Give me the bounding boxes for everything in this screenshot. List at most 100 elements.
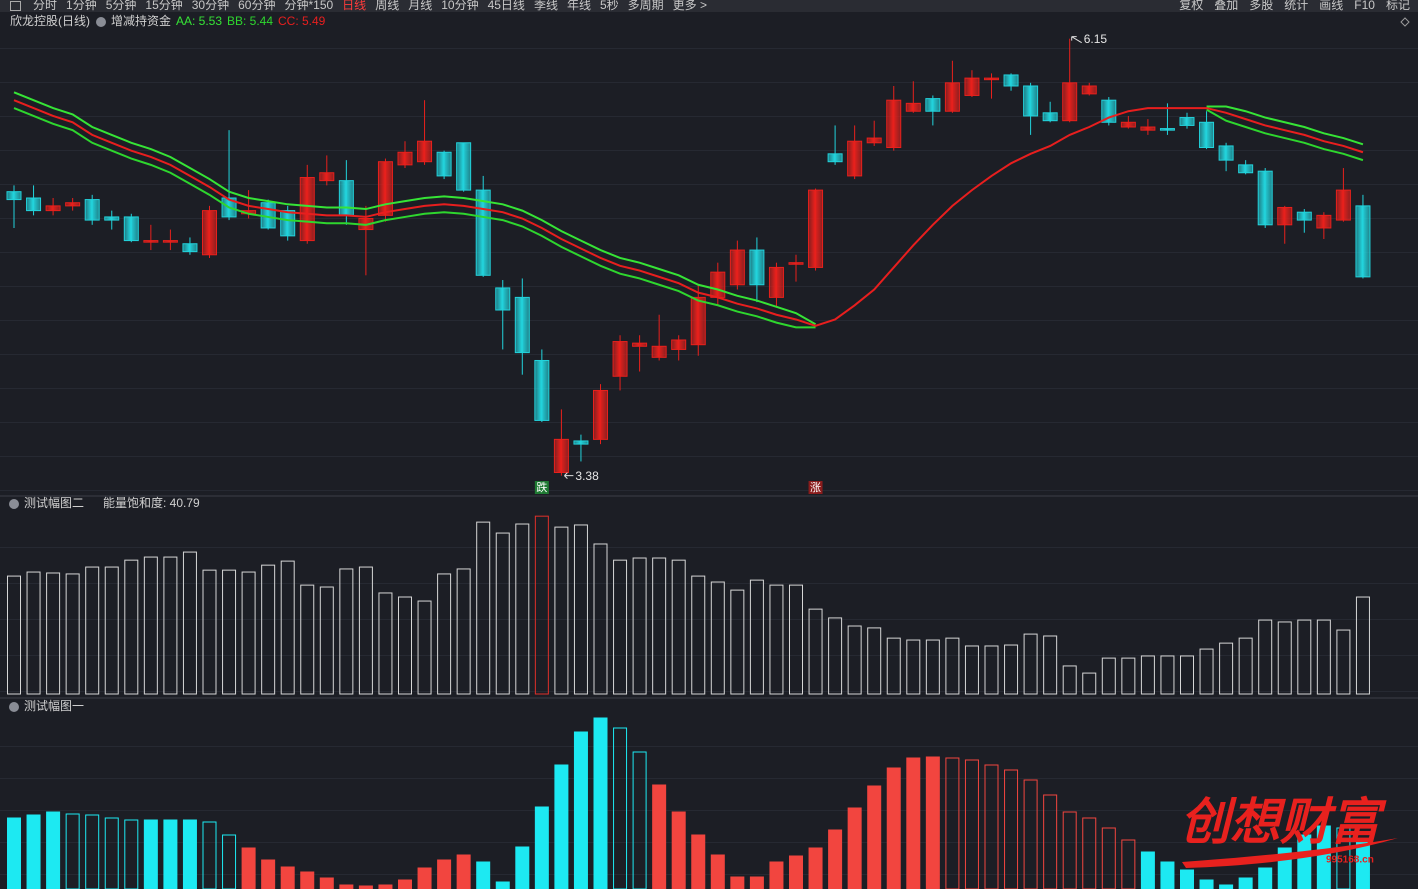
bar	[241, 571, 256, 695]
bar	[300, 584, 315, 695]
signal-box	[808, 481, 823, 494]
candle-body	[1296, 211, 1312, 221]
toolbar-tab[interactable]: 更多 >	[672, 0, 708, 12]
candle-body	[1277, 206, 1293, 226]
toolbar-tab[interactable]: 60分钟	[238, 0, 276, 12]
bar	[182, 819, 197, 889]
bar	[906, 757, 921, 889]
indicator-line	[13, 91, 1364, 326]
bar	[1297, 619, 1312, 695]
toolbar-tab[interactable]: 复权	[1179, 0, 1204, 12]
candle-body	[612, 341, 628, 377]
bar	[867, 627, 882, 695]
bar	[1043, 794, 1058, 889]
toolbar-tab[interactable]: 10分钟	[441, 0, 479, 12]
toolbar-tab[interactable]: 多周期	[627, 0, 664, 12]
toolbar-tab[interactable]: 月线	[408, 0, 433, 12]
bar	[26, 571, 41, 695]
candle-body	[26, 197, 42, 212]
bar	[358, 885, 373, 889]
bar	[1199, 648, 1214, 695]
bar	[593, 543, 608, 695]
bar	[984, 645, 999, 695]
collapse-icon[interactable]	[9, 702, 19, 712]
toolbar-tab[interactable]: 叠加	[1214, 0, 1239, 12]
panel-background	[0, 512, 1418, 694]
bar	[1004, 644, 1019, 695]
toolbar-tab[interactable]: 画线	[1319, 0, 1344, 12]
candle-body	[436, 151, 452, 177]
toolbar-tab[interactable]: 分钟*150	[284, 0, 334, 12]
toolbar-tab[interactable]: 季线	[533, 0, 558, 12]
candle-body	[553, 438, 569, 473]
bar	[143, 556, 158, 695]
bar	[1160, 655, 1175, 695]
toolbar-tab[interactable]: 5分钟	[105, 0, 137, 12]
candle-body	[651, 345, 667, 358]
candle-body	[417, 140, 433, 163]
toolbar-tab[interactable]: 30分钟	[191, 0, 230, 12]
toolbar-tab[interactable]: 多股	[1249, 0, 1274, 12]
candle-body	[1238, 164, 1254, 174]
bar	[749, 579, 764, 695]
candle-body	[905, 102, 921, 112]
bar	[691, 575, 706, 695]
candle-body	[925, 98, 941, 112]
toolbar-tab[interactable]: 1分钟	[66, 0, 97, 12]
collapse-icon[interactable]	[9, 499, 19, 509]
bar	[222, 834, 237, 889]
bar	[1336, 629, 1351, 695]
bar	[339, 568, 354, 695]
bar	[1316, 825, 1331, 889]
signal-label: 跌	[536, 480, 547, 494]
bar	[808, 847, 823, 889]
toolbar-tab[interactable]: 统计	[1284, 0, 1309, 12]
candle-body	[299, 176, 315, 242]
candle-body	[768, 266, 784, 298]
bar	[280, 866, 295, 889]
bar	[1062, 665, 1077, 695]
toolbar-tab[interactable]: 日线	[342, 0, 367, 12]
bar	[1082, 672, 1097, 695]
toolbar-tab[interactable]: F10	[1354, 0, 1375, 12]
candle-body	[1218, 145, 1234, 161]
candle-body	[397, 151, 413, 166]
bar	[163, 819, 178, 889]
toolbar-tab[interactable]: 分时	[33, 0, 58, 12]
bar	[202, 821, 217, 889]
toolbar-tab[interactable]: 15分钟	[145, 0, 183, 12]
candle-body	[534, 359, 550, 421]
bar	[1297, 834, 1312, 889]
bar	[1258, 619, 1273, 695]
bar	[7, 575, 21, 695]
candle-body	[1179, 117, 1195, 126]
bar	[1238, 877, 1253, 889]
candle-body	[456, 142, 472, 191]
toolbar-icon[interactable]	[10, 1, 21, 11]
bar	[671, 559, 686, 695]
toolbar-tab[interactable]: 年线	[566, 0, 591, 12]
bar	[241, 847, 256, 889]
toolbar-tab[interactable]: 5秒	[599, 0, 619, 12]
bar	[1219, 642, 1234, 695]
candle-body	[1023, 85, 1039, 117]
expand-icon[interactable]	[1400, 17, 1410, 27]
toolbar-tab[interactable]: 45日线	[487, 0, 525, 12]
bar	[710, 854, 725, 889]
bar	[789, 584, 803, 695]
toolbar-tab[interactable]: 标记	[1385, 0, 1410, 12]
bar	[65, 573, 80, 695]
collapse-icon[interactable]	[96, 17, 106, 27]
label-arrow	[564, 472, 574, 480]
bar	[1082, 817, 1097, 889]
panel-background	[0, 15, 1418, 493]
candle-body	[593, 389, 608, 440]
bar	[1043, 635, 1058, 695]
toolbar-tab[interactable]: 周线	[375, 0, 400, 12]
bar	[1101, 827, 1116, 889]
bar	[1062, 811, 1077, 889]
bar	[925, 756, 940, 889]
panel-background	[0, 715, 1418, 889]
bar	[163, 556, 178, 695]
candle-body	[788, 262, 804, 265]
